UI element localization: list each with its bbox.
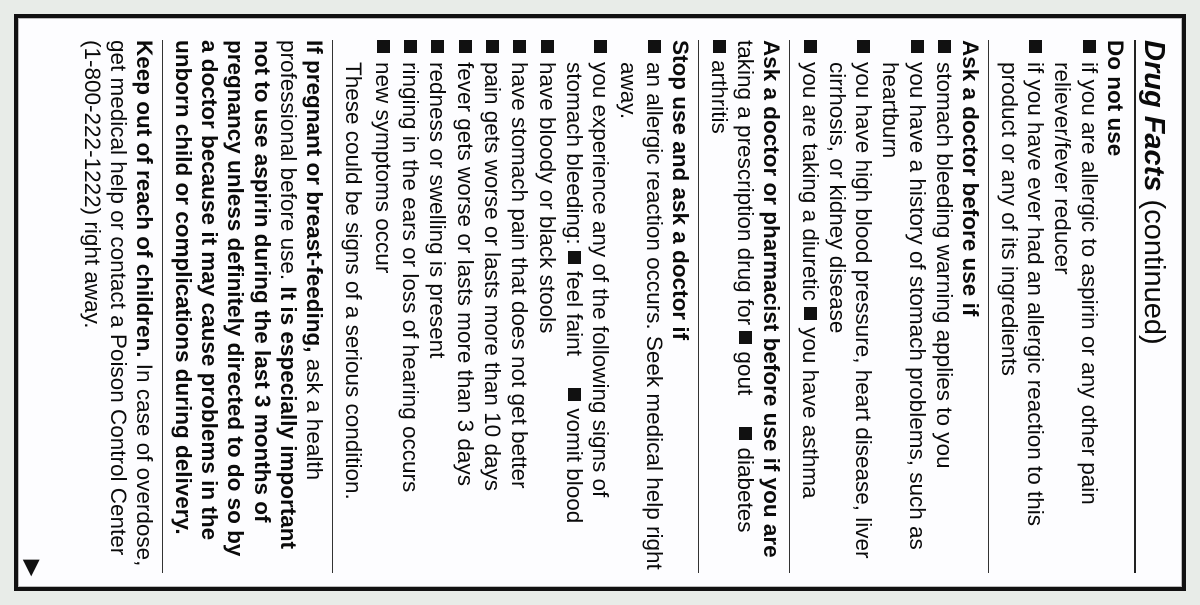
divider [988,40,989,573]
inline-item: arthritis [705,40,731,134]
list-item: you have a history of stomach problems, … [877,62,930,573]
inline-group: feel faint vomit blood [562,251,587,549]
rotated-content: Drug Facts (continued) Do not use if you… [40,40,1168,573]
heading-stop-use: Stop use and ask a doctor if [668,40,693,340]
section-stop-use: Stop use and ask a doctor if an allergic… [339,40,693,573]
continue-arrow-icon: ▶ [19,560,45,577]
list-item: if you are allergic to aspirin or any ot… [1049,62,1102,573]
list-item: stomach bleeding warning applies to you [931,62,957,573]
title-bold: Drug Facts [1138,40,1170,191]
list-item: have bloody or black stools [533,62,559,573]
inline-group: you have asthma [798,307,823,524]
panel-title: Drug Facts (continued) [1139,40,1168,573]
inline-item: feel faint [561,251,587,356]
heading-do-not-use: Do not use [1103,40,1128,156]
section-ask-doctor: Ask a doctor before use if stomach bleed… [796,40,983,573]
inline-item: vomit blood [561,388,587,523]
heading-ask-doctor: Ask a doctor before use if [958,40,983,316]
list-item: redness or swelling is present [424,62,450,573]
keep-out-para: Keep out of reach of children. In case o… [78,40,157,573]
list-item: have stomach pain that does not get bett… [506,62,532,573]
list-item: you have high blood pressure, heart dise… [824,62,877,573]
list-item: new symptoms occur [370,62,396,573]
list-item: you are taking a diuretic you have asthm… [796,62,822,573]
list-ask-doctor: stomach bleeding warning applies to you … [796,40,957,573]
list-item-text: you are taking a diuretic [798,62,823,307]
list-item: fever gets worse or lasts more than 3 da… [452,62,478,573]
divider [698,40,699,573]
list-stop-use-a: an allergic reaction occurs. Seek medica… [370,40,667,573]
title-rest: (continued) [1138,191,1170,344]
title-rule [1134,40,1136,573]
list-do-not-use: if you are allergic to aspirin or any ot… [995,40,1101,573]
list-item: ringing in the ears or loss of hearing o… [397,62,423,573]
inline-item: diabetes [732,427,758,532]
stop-use-tail: These could be signs of a serious condit… [339,62,365,573]
drug-facts-card: Drug Facts (continued) Do not use if you… [14,14,1186,591]
inline-item: you have asthma [796,307,822,498]
divider [332,40,333,573]
ask-pharm-rest: taking a prescription drug for [733,40,758,325]
list-item: if you have ever had an allergic reactio… [995,62,1048,573]
section-do-not-use: Do not use if you are allergic to aspiri… [995,40,1128,573]
inline-item: gout [732,331,758,395]
keep-out-bold: Keep out of reach of children. [132,40,157,358]
pregnant-para: If pregnant or breast-feeding, ask a hea… [169,40,327,573]
divider [789,40,790,573]
ask-pharm-lead: Ask a doctor or pharmacist before use if… [705,40,784,573]
section-ask-pharmacist: Ask a doctor or pharmacist before use if… [705,40,784,573]
divider [162,40,163,573]
pregnant-lead-bold: If pregnant or breast-feeding, [302,40,327,353]
list-item: you experience any of the following sign… [561,62,614,573]
list-item: an allergic reaction occurs. Seek medica… [614,62,667,573]
ask-pharm-bold: Ask a doctor or pharmacist before use if… [759,40,784,558]
list-item: pain gets worse or lasts more than 10 da… [479,62,505,573]
